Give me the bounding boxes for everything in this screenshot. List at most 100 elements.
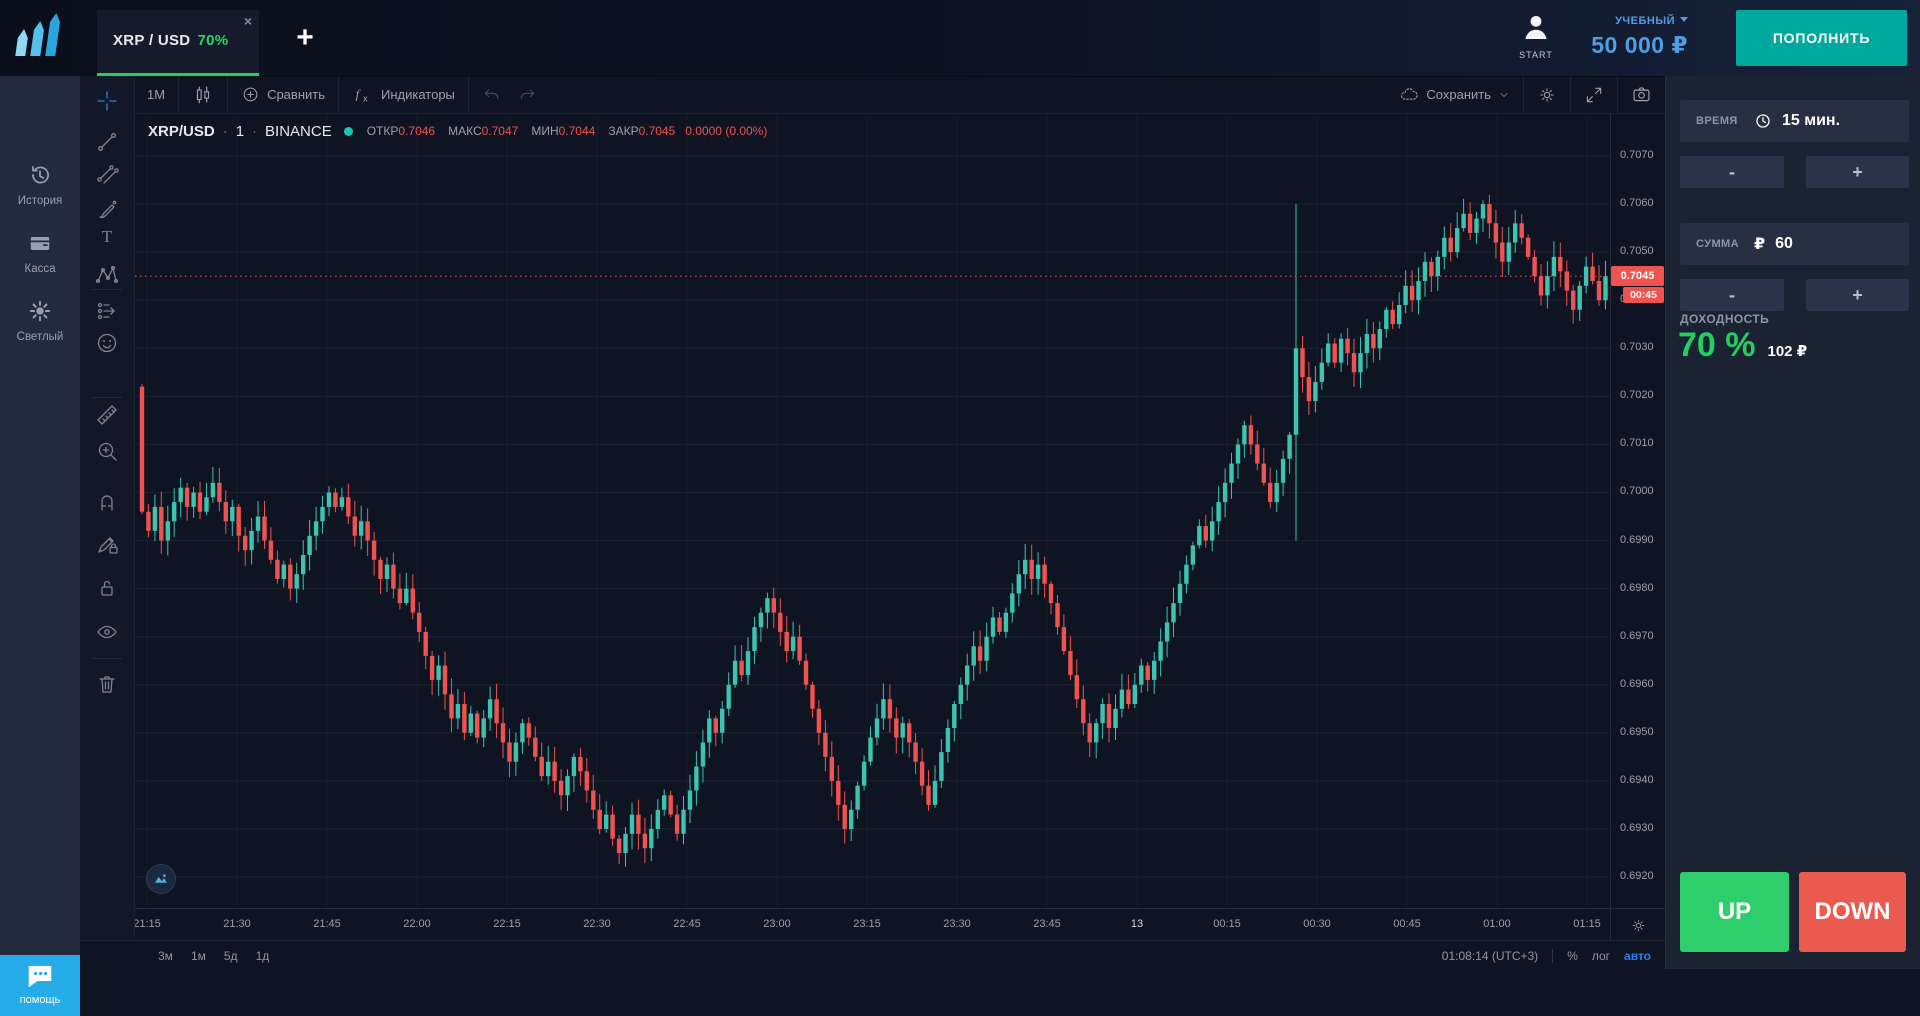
toolbar-divider — [1617, 76, 1618, 113]
cloud-icon — [1399, 85, 1419, 105]
price-axis-label: 0.7020 — [1620, 389, 1654, 401]
lock-icon[interactable] — [95, 576, 119, 600]
time-axis-label: 22:00 — [403, 918, 431, 930]
time-field-value: 15 мин. — [1782, 112, 1841, 129]
axis-settings-corner[interactable] — [1610, 908, 1666, 941]
legend-interval: 1 — [235, 122, 245, 140]
chart-legend: XRP/USD · 1 · BINANCE ОТКР0.7046 МАКС0.7… — [148, 120, 767, 142]
magnifier-icon[interactable] — [95, 439, 119, 463]
emoji-icon[interactable] — [95, 331, 119, 355]
asset-tab[interactable]: XRP / USD 70% × — [97, 10, 259, 76]
undo-icon — [482, 85, 502, 105]
sidebar-item-theme[interactable]: Светлый — [0, 298, 80, 343]
close-tab-icon[interactable]: × — [243, 13, 252, 29]
time-axis[interactable]: 21:15 21:30 21:45 22:00 22:15 22:30 22:45 23:00… — [135, 908, 1610, 941]
time-minus-button[interactable]: - — [1680, 156, 1784, 188]
price-change: 0.0000 (0.00%) — [685, 124, 768, 138]
toolbar-divider — [92, 289, 122, 290]
status-divider — [1552, 948, 1554, 963]
range-1d[interactable]: 1д — [255, 948, 270, 963]
save-layout-button[interactable]: Сохранить — [1386, 85, 1523, 105]
eye-icon[interactable] — [95, 620, 119, 644]
avatar-label: START — [1519, 50, 1553, 60]
ruble-icon: ₽ — [1754, 236, 1766, 253]
log-scale-button[interactable]: лог — [1591, 948, 1611, 963]
legend-symbol[interactable]: XRP/USD — [148, 122, 215, 140]
price-axis-label: 0.6920 — [1620, 870, 1654, 882]
time-axis-label: 23:45 — [1033, 918, 1061, 930]
account-avatar[interactable]: START — [1506, 10, 1566, 60]
account-switcher[interactable]: УЧЕБНЫЙ 50 000 ₽ — [1548, 11, 1688, 59]
price-axis-label: 0.7060 — [1620, 197, 1654, 209]
chart-bottom-bar: 3м 1м 5д 1д 01:08:14 (UTC+3) % лог авто — [80, 940, 1665, 970]
sidebar-item-cashier[interactable]: Касса — [0, 230, 80, 275]
auto-scale-button[interactable]: авто — [1624, 948, 1651, 963]
candlestick-chart[interactable] — [135, 113, 1610, 908]
indicators-button[interactable]: f x Индикаторы — [339, 84, 468, 106]
undo-button[interactable] — [469, 85, 515, 105]
fib-retracement-icon[interactable] — [95, 163, 119, 187]
xabcd-pattern-icon[interactable] — [95, 263, 119, 287]
snapshot-button[interactable] — [1618, 84, 1665, 105]
help-label: помощь — [19, 994, 61, 1006]
amount-plus-button[interactable]: + — [1806, 279, 1909, 311]
time-axis-label: 13 — [1130, 918, 1144, 930]
text-icon[interactable]: T — [95, 225, 119, 249]
compare-button[interactable]: Сравнить — [228, 85, 338, 104]
time-plus-button[interactable]: + — [1806, 156, 1909, 188]
clock-icon — [1754, 112, 1772, 130]
magnet-icon[interactable] — [95, 489, 119, 513]
clock-utc[interactable]: 01:08:14 (UTC+3) — [1441, 948, 1539, 963]
price-axis-label: 0.7050 — [1620, 245, 1654, 257]
trend-line-icon[interactable] — [95, 130, 119, 154]
redo-button[interactable] — [515, 85, 550, 105]
down-button[interactable]: DOWN — [1799, 872, 1906, 952]
toolbar-divider — [1523, 76, 1524, 113]
chart-settings-button[interactable] — [1524, 85, 1570, 105]
chat-bubble-icon — [25, 961, 55, 991]
caret-down-icon — [1680, 17, 1688, 23]
time-axis-label: 22:30 — [583, 918, 611, 930]
range-3m[interactable]: 3м — [158, 948, 173, 963]
draw-lock-icon[interactable] — [95, 532, 119, 556]
time-axis-label: 00:45 — [1393, 918, 1421, 930]
sidebar-item-label: Светлый — [16, 331, 64, 343]
amount-field[interactable]: СУММА ₽ 60 — [1680, 223, 1909, 265]
ruler-icon[interactable] — [95, 403, 119, 427]
amount-minus-button[interactable]: - — [1680, 279, 1784, 311]
range-1m[interactable]: 1м — [190, 948, 206, 963]
fullscreen-button[interactable] — [1571, 85, 1617, 105]
profit-amount: 102 ₽ — [1767, 343, 1808, 360]
brush-icon[interactable] — [95, 198, 119, 222]
help-button[interactable]: помощь — [0, 955, 80, 1016]
time-axis-label: 01:00 — [1483, 918, 1511, 930]
crosshair-icon[interactable] — [95, 89, 119, 113]
toolbar-divider — [227, 76, 229, 113]
redo-icon — [517, 85, 537, 105]
app-logo-icon[interactable] — [10, 8, 70, 66]
chart-type-button[interactable] — [179, 84, 227, 106]
market-status-icon[interactable] — [343, 126, 353, 136]
interval-button[interactable]: 1M — [147, 87, 166, 102]
trash-icon[interactable] — [95, 672, 119, 696]
legend-separator: · — [222, 122, 228, 140]
svg-text:T: T — [102, 227, 113, 246]
percent-scale-button[interactable]: % — [1567, 948, 1578, 963]
price-axis-label: 0.6980 — [1620, 582, 1654, 594]
add-tab-button[interactable]: + — [296, 21, 314, 54]
sun-icon — [27, 298, 53, 324]
camera-icon — [1631, 84, 1652, 105]
price-axis-label: 0.6970 — [1620, 630, 1654, 642]
price-axis-label: 0.6940 — [1620, 774, 1654, 786]
deposit-button[interactable]: ПОПОЛНИТЬ — [1736, 10, 1907, 66]
price-axis-label: 0.6990 — [1620, 534, 1654, 546]
asset-tab-payout: 70% — [197, 32, 229, 49]
expiry-time-field[interactable]: ВРЕМЯ 15 мин. — [1680, 100, 1909, 142]
price-axis[interactable]: 0.70700.70600.70500.70400.70300.70200.70… — [1610, 113, 1666, 908]
maximize-chart-button[interactable] — [146, 864, 176, 894]
up-button[interactable]: UP — [1680, 872, 1789, 952]
sidebar-item-history[interactable]: История — [0, 162, 80, 207]
range-5d[interactable]: 5д — [223, 948, 238, 963]
toolbar-divider — [178, 76, 180, 113]
forecast-icon[interactable] — [95, 299, 119, 323]
